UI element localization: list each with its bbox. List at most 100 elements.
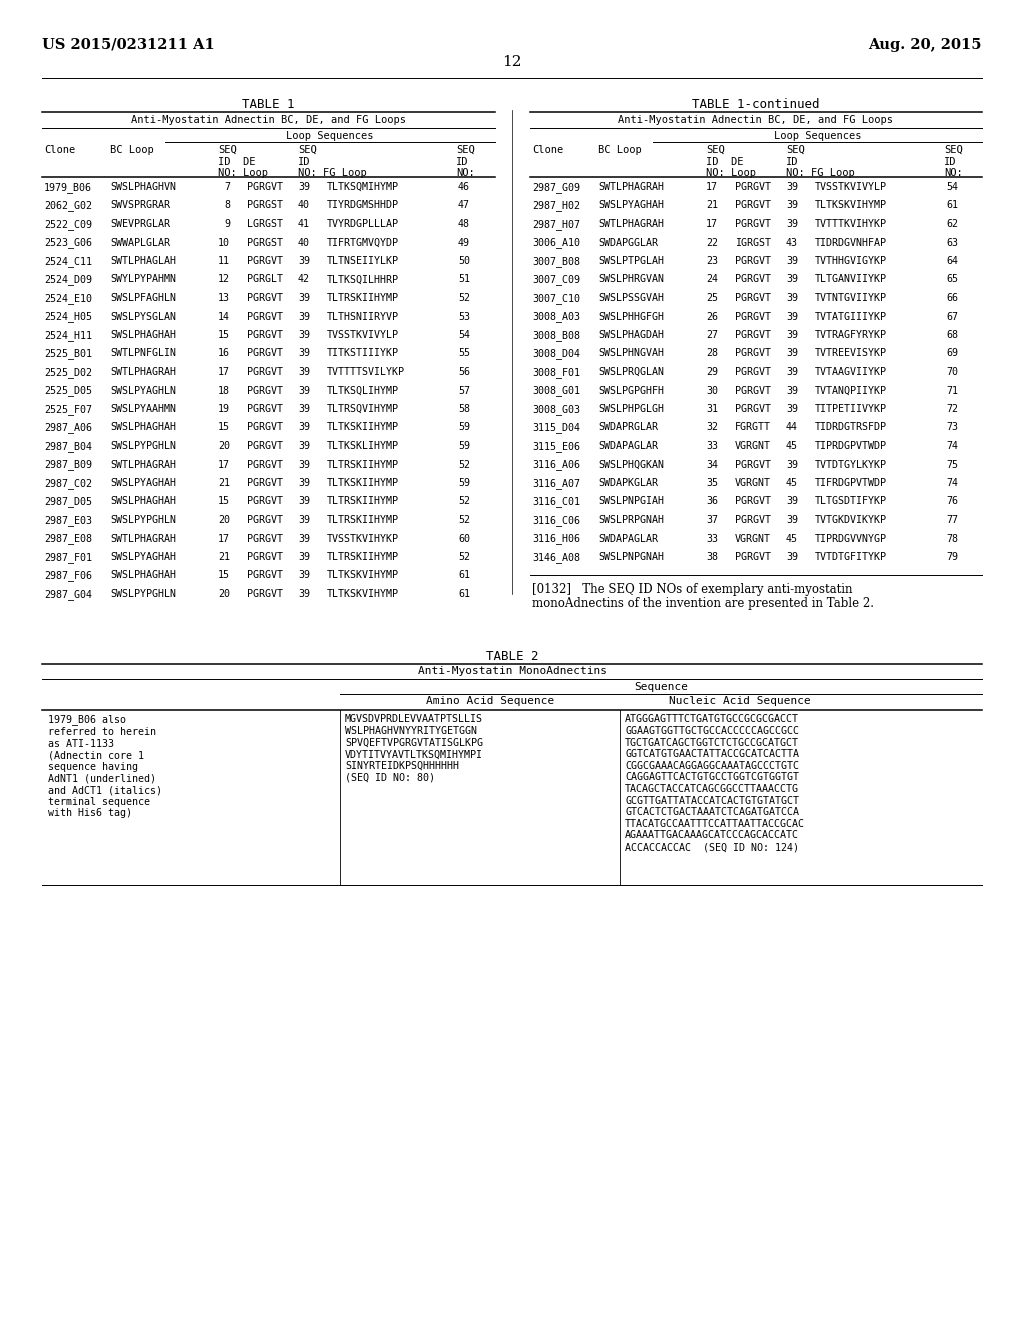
Text: TLTKSKIIHYMP: TLTKSKIIHYMP [327,478,399,488]
Text: 60: 60 [458,533,470,544]
Text: SWSLPTPGLAH: SWSLPTPGLAH [598,256,664,267]
Text: 57: 57 [458,385,470,396]
Text: 55: 55 [458,348,470,359]
Text: 23: 23 [706,256,718,267]
Text: PGRGVT: PGRGVT [735,256,771,267]
Text: 39: 39 [298,256,310,267]
Text: 18: 18 [218,385,230,396]
Text: 65: 65 [946,275,958,285]
Text: 63: 63 [946,238,958,248]
Text: 2524_D09: 2524_D09 [44,275,92,285]
Text: SWSLPHNGVAH: SWSLPHNGVAH [598,348,664,359]
Text: 34: 34 [706,459,718,470]
Text: SWSLPYPGHLN: SWSLPYPGHLN [110,515,176,525]
Text: 28: 28 [706,348,718,359]
Text: 74: 74 [946,478,958,488]
Text: 15: 15 [218,570,230,581]
Text: SWSLPYAGHAH: SWSLPYAGHAH [110,552,176,562]
Text: IGRGST: IGRGST [735,238,771,248]
Text: 2523_G06: 2523_G06 [44,238,92,248]
Text: SWSLPHHGFGH: SWSLPHHGFGH [598,312,664,322]
Text: SWSLPHRGVAN: SWSLPHRGVAN [598,275,664,285]
Text: 2524_H11: 2524_H11 [44,330,92,341]
Text: TABLE 2: TABLE 2 [485,649,539,663]
Text: 19: 19 [218,404,230,414]
Text: TVTRAGFYRYKP: TVTRAGFYRYKP [815,330,887,341]
Text: SWSLPHAGHVN: SWSLPHAGHVN [110,182,176,191]
Text: 52: 52 [458,496,470,507]
Text: SWTLPHAGRAH: SWTLPHAGRAH [598,182,664,191]
Text: 54: 54 [458,330,470,341]
Text: PGRGVT: PGRGVT [735,404,771,414]
Text: PGRGLT: PGRGLT [247,275,283,285]
Text: PGRGVT: PGRGVT [247,385,283,396]
Text: 39: 39 [298,515,310,525]
Text: TLTGANVIIYKP: TLTGANVIIYKP [815,275,887,285]
Text: SWVSPRGRAR: SWVSPRGRAR [110,201,170,210]
Text: 35: 35 [706,478,718,488]
Text: 39: 39 [298,312,310,322]
Text: 20: 20 [218,589,230,599]
Text: 1979_B06 also
referred to herein
as ATI-1133
(Adnectin core 1
sequence having
Ad: 1979_B06 also referred to herein as ATI-… [48,714,162,818]
Text: TLTRSKIIHYMP: TLTRSKIIHYMP [327,496,399,507]
Text: 56: 56 [458,367,470,378]
Text: 39: 39 [786,367,798,378]
Text: PGRGVT: PGRGVT [247,478,283,488]
Text: 40: 40 [298,238,310,248]
Text: [0132]   The SEQ ID NOs of exemplary anti-myostatin
monoAdnectins of the inventi: [0132] The SEQ ID NOs of exemplary anti-… [532,582,874,610]
Text: Aug. 20, 2015: Aug. 20, 2015 [868,38,982,51]
Text: TVTTTKVIHYKP: TVTTTKVIHYKP [815,219,887,228]
Text: 39: 39 [298,182,310,191]
Text: PGRGVT: PGRGVT [247,348,283,359]
Text: SWSLPHAGDAH: SWSLPHAGDAH [598,330,664,341]
Text: PGRGVT: PGRGVT [247,256,283,267]
Text: PGRGVT: PGRGVT [735,330,771,341]
Text: 77: 77 [946,515,958,525]
Text: 2987_C02: 2987_C02 [44,478,92,488]
Text: SWSLPYSGLAN: SWSLPYSGLAN [110,312,176,322]
Text: SWDAPAGLAR: SWDAPAGLAR [598,533,658,544]
Text: TLTRSKIIHYMP: TLTRSKIIHYMP [327,515,399,525]
Text: TABLE 1: TABLE 1 [243,98,295,111]
Text: TLTKSKVIHYMP: TLTKSKVIHYMP [327,589,399,599]
Text: TLTRSQVIHYMP: TLTRSQVIHYMP [327,404,399,414]
Text: 15: 15 [218,422,230,433]
Text: VGRGNT: VGRGNT [735,478,771,488]
Text: PGRGST: PGRGST [247,201,283,210]
Text: 39: 39 [298,533,310,544]
Text: 39: 39 [786,201,798,210]
Text: TVTDTGFITYKP: TVTDTGFITYKP [815,552,887,562]
Text: PGRGVT: PGRGVT [247,552,283,562]
Text: SWSLPYAGHAH: SWSLPYAGHAH [598,201,664,210]
Text: 1979_B06: 1979_B06 [44,182,92,193]
Text: SWTLPHAGLAH: SWTLPHAGLAH [110,256,176,267]
Text: TITPETIIVYKP: TITPETIIVYKP [815,404,887,414]
Text: 9: 9 [224,219,230,228]
Text: 49: 49 [458,238,470,248]
Text: 2987_E03: 2987_E03 [44,515,92,525]
Text: TLTKSQILHHRP: TLTKSQILHHRP [327,275,399,285]
Text: 39: 39 [786,404,798,414]
Text: 39: 39 [786,385,798,396]
Text: 43: 43 [786,238,798,248]
Text: 3115_D04: 3115_D04 [532,422,580,433]
Text: 17: 17 [218,533,230,544]
Text: 45: 45 [786,533,798,544]
Text: 41: 41 [298,219,310,228]
Text: SEQ
ID  DE
NO: Loop: SEQ ID DE NO: Loop [218,145,268,178]
Text: TVTHHGVIGYKP: TVTHHGVIGYKP [815,256,887,267]
Text: SWTLPHAGRAH: SWTLPHAGRAH [110,533,176,544]
Text: TVTTTTSVILYKP: TVTTTTSVILYKP [327,367,406,378]
Text: PGRGVT: PGRGVT [247,367,283,378]
Text: 3116_C06: 3116_C06 [532,515,580,525]
Text: 3008_A03: 3008_A03 [532,312,580,322]
Text: 3116_H06: 3116_H06 [532,533,580,544]
Text: Nucleic Acid Sequence: Nucleic Acid Sequence [669,697,811,706]
Text: 24: 24 [706,275,718,285]
Text: 3008_G03: 3008_G03 [532,404,580,414]
Text: PGRGVT: PGRGVT [735,496,771,507]
Text: SWSLPRPGNAH: SWSLPRPGNAH [598,515,664,525]
Text: 2062_G02: 2062_G02 [44,201,92,211]
Text: SEQ
ID
NO: FG Loop: SEQ ID NO: FG Loop [786,145,855,178]
Text: Clone: Clone [532,145,563,154]
